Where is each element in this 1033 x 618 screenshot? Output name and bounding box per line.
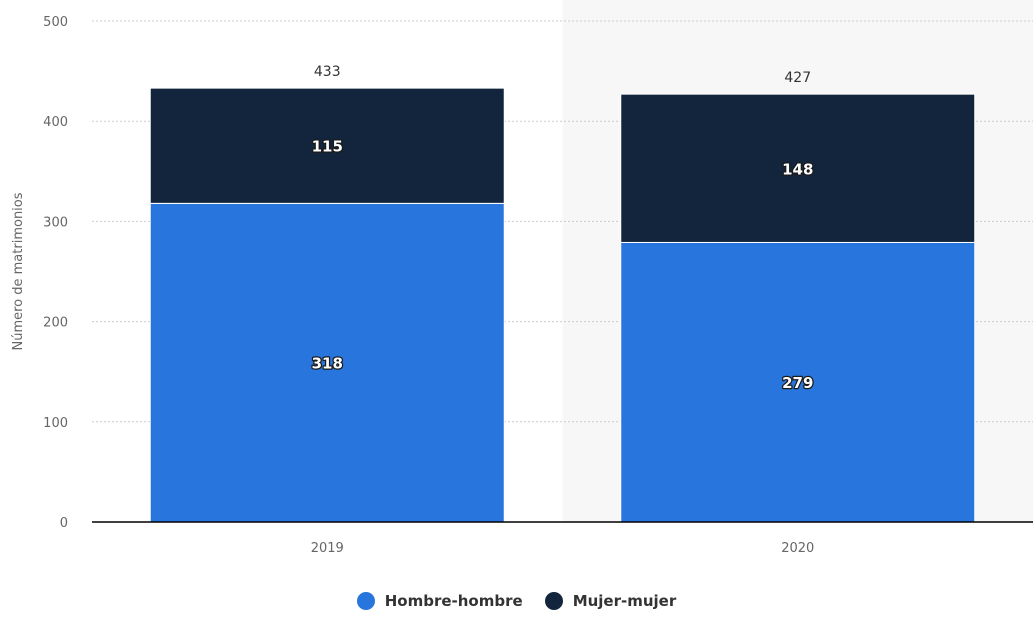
data-label: 148 — [782, 160, 813, 178]
x-tick-label: 2020 — [781, 541, 814, 556]
total-label: 427 — [784, 70, 811, 86]
legend-label: Hombre-hombre — [384, 592, 523, 610]
x-tick-label: 2019 — [311, 541, 344, 556]
stacked-bar-chart: 0 100 200 300 400 500 Número de matrimonios 318… — [11, 15, 1033, 556]
y-axis-title: Número de matrimonios — [11, 192, 26, 350]
data-label: 279 — [782, 374, 813, 392]
legend-marker-icon — [356, 592, 375, 610]
legend-label: Mujer-mujer — [572, 592, 677, 610]
y-tick-label: 300 — [43, 215, 68, 230]
total-label: 433 — [314, 64, 341, 80]
legend-item[interactable]: Hombre-hombre — [356, 592, 523, 610]
bar-hombre-hombre-2019[interactable] — [149, 202, 505, 523]
y-tick-label: 400 — [43, 115, 68, 130]
y-tick-label: 200 — [43, 316, 68, 331]
y-tick-label: 500 — [43, 15, 68, 30]
chart-legend: Hombre-hombre Mujer-mujer — [0, 592, 1033, 610]
bar-mujer-mujer-2019[interactable] — [149, 87, 505, 204]
data-label: 115 — [312, 138, 343, 156]
legend-marker-icon — [544, 592, 563, 610]
y-tick-label: 100 — [43, 416, 68, 431]
data-label: 318 — [312, 355, 343, 373]
bar-hombre-hombre-2020[interactable] — [620, 241, 976, 523]
legend-item[interactable]: Mujer-mujer — [544, 592, 677, 610]
y-tick-label: 0 — [60, 516, 68, 531]
bar-mujer-mujer-2020[interactable] — [620, 93, 976, 243]
